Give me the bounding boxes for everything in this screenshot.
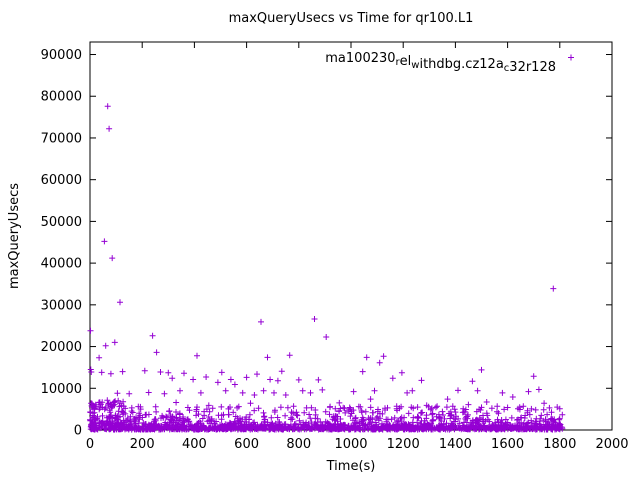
y-tick-label: 30000 [41,298,82,313]
legend-label: ma100230relwithdbg.cz12ac32r128 [325,51,556,75]
x-tick-label: 800 [286,437,311,452]
scatter-points [87,103,566,433]
x-axis-label: Time(s) [326,459,376,474]
x-tick-label: 2000 [595,437,628,452]
x-tick-label: 600 [234,437,259,452]
x-tick-label: 200 [130,437,155,452]
y-tick-label: 40000 [41,257,82,272]
y-axis-label: maxQueryUsecs [7,182,22,290]
x-tick-label: 0 [86,437,94,452]
x-tick-label: 400 [182,437,207,452]
legend-marker-icon [568,54,574,61]
x-tick-label: 1600 [491,437,524,452]
y-tick-label: 80000 [41,90,82,105]
y-tick-label: 90000 [41,48,82,63]
x-tick-label: 1000 [334,437,367,452]
y-tick-label: 10000 [41,382,82,397]
x-tick-label: 1400 [439,437,472,452]
y-tick-label: 70000 [41,131,82,146]
y-tick-label: 60000 [41,173,82,188]
y-tick-label: 0 [74,424,82,439]
y-tick-label: 50000 [41,215,82,230]
chart-title: maxQueryUsecs vs Time for qr100.L1 [228,11,474,26]
y-tick-label: 20000 [41,340,82,355]
x-tick-label: 1800 [543,437,576,452]
x-tick-label: 1200 [387,437,420,452]
